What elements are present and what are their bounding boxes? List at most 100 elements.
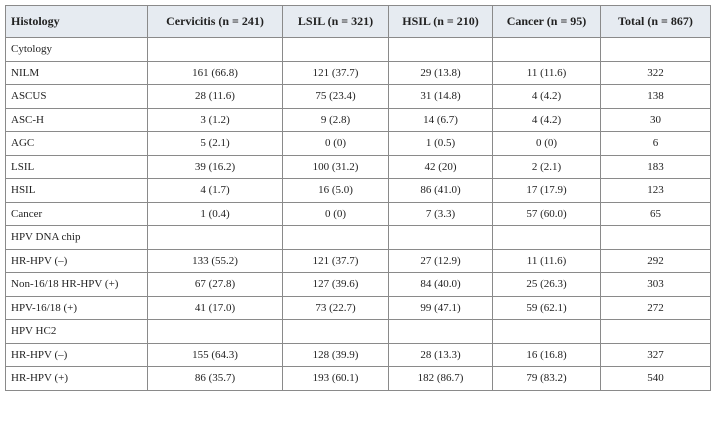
data-cell: 327	[600, 342, 711, 367]
data-cell: 59 (62.1)	[492, 295, 601, 320]
data-cell: 123	[600, 178, 711, 203]
data-row: HPV-16/18 (+) 41 (17.0) 73 (22.7) 99 (47.1)…	[5, 295, 711, 320]
data-cell: 27 (12.9)	[388, 248, 493, 273]
data-cell: 14 (6.7)	[388, 107, 493, 132]
data-cell: 161 (66.8)	[147, 60, 283, 85]
section-row: HPV DNA chip	[5, 225, 711, 250]
empty-cell	[282, 319, 389, 344]
data-cell: 322	[600, 60, 711, 85]
section-row: Cytology	[5, 37, 711, 62]
section-row: HPV HC2	[5, 319, 711, 344]
empty-cell	[492, 319, 601, 344]
data-cell: 79 (83.2)	[492, 366, 601, 391]
table-body: Cytology NILM 161 (66.8) 121 (37.7) 29 (13.8…	[5, 37, 711, 391]
row-label: Cytology	[5, 37, 148, 62]
row-label: HSIL	[5, 178, 148, 203]
data-cell: 3 (1.2)	[147, 107, 283, 132]
row-label: HR-HPV (–)	[5, 342, 148, 367]
data-cell: 193 (60.1)	[282, 366, 389, 391]
row-label: NILM	[5, 60, 148, 85]
empty-cell	[388, 37, 493, 62]
data-cell: 25 (26.3)	[492, 272, 601, 297]
data-cell: 86 (35.7)	[147, 366, 283, 391]
data-cell: 67 (27.8)	[147, 272, 283, 297]
empty-cell	[282, 37, 389, 62]
data-cell: 0 (0)	[282, 201, 389, 226]
data-cell: 540	[600, 366, 711, 391]
empty-cell	[600, 225, 711, 250]
row-label: LSIL	[5, 154, 148, 179]
data-cell: 11 (11.6)	[492, 60, 601, 85]
data-cell: 5 (2.1)	[147, 131, 283, 156]
data-cell: 28 (13.3)	[388, 342, 493, 367]
data-cell: 99 (47.1)	[388, 295, 493, 320]
data-cell: 183	[600, 154, 711, 179]
data-cell: 127 (39.6)	[282, 272, 389, 297]
data-cell: 9 (2.8)	[282, 107, 389, 132]
data-cell: 73 (22.7)	[282, 295, 389, 320]
data-cell: 128 (39.9)	[282, 342, 389, 367]
data-cell: 121 (37.7)	[282, 248, 389, 273]
data-cell: 182 (86.7)	[388, 366, 493, 391]
data-row: Non-16/18 HR-HPV (+) 67 (27.8) 127 (39.6) 8…	[5, 272, 711, 297]
empty-cell	[147, 37, 283, 62]
data-cell: 57 (60.0)	[492, 201, 601, 226]
data-row: ASC-H 3 (1.2) 9 (2.8) 14 (6.7) 4 (4.2) 30	[5, 107, 711, 132]
data-row: NILM 161 (66.8) 121 (37.7) 29 (13.8) 11 (11.…	[5, 60, 711, 85]
data-cell: 272	[600, 295, 711, 320]
data-cell: 29 (13.8)	[388, 60, 493, 85]
data-cell: 84 (40.0)	[388, 272, 493, 297]
data-cell: 17 (17.9)	[492, 178, 601, 203]
empty-cell	[147, 225, 283, 250]
data-cell: 39 (16.2)	[147, 154, 283, 179]
data-cell: 133 (55.2)	[147, 248, 283, 273]
header-row: Histology Cervicitis (n = 241) LSIL (n = 3…	[5, 5, 711, 38]
data-cell: 1 (0.4)	[147, 201, 283, 226]
row-label: Non-16/18 HR-HPV (+)	[5, 272, 148, 297]
data-cell: 31 (14.8)	[388, 84, 493, 109]
header-cell: HSIL (n = 210)	[388, 5, 493, 38]
data-cell: 100 (31.2)	[282, 154, 389, 179]
data-row: AGC 5 (2.1) 0 (0) 1 (0.5) 0 (0) 6	[5, 131, 711, 156]
data-cell: 86 (41.0)	[388, 178, 493, 203]
row-label: HR-HPV (–)	[5, 248, 148, 273]
row-label: HPV-16/18 (+)	[5, 295, 148, 320]
empty-cell	[600, 37, 711, 62]
data-row: HR-HPV (–) 155 (64.3) 128 (39.9) 28 (13.3) 1…	[5, 342, 711, 367]
data-cell: 4 (4.2)	[492, 107, 601, 132]
data-row: Cancer 1 (0.4) 0 (0) 7 (3.3) 57 (60.0) 65	[5, 201, 711, 226]
data-row: ASCUS 28 (11.6) 75 (23.4) 31 (14.8) 4 (4.2) 1…	[5, 84, 711, 109]
empty-cell	[147, 319, 283, 344]
data-row: HSIL 4 (1.7) 16 (5.0) 86 (41.0) 17 (17.9) 123	[5, 178, 711, 203]
data-cell: 65	[600, 201, 711, 226]
empty-cell	[388, 225, 493, 250]
data-cell: 11 (11.6)	[492, 248, 601, 273]
data-cell: 30	[600, 107, 711, 132]
data-cell: 28 (11.6)	[147, 84, 283, 109]
data-cell: 155 (64.3)	[147, 342, 283, 367]
row-label: HPV HC2	[5, 319, 148, 344]
row-label: HR-HPV (+)	[5, 366, 148, 391]
empty-cell	[282, 225, 389, 250]
data-cell: 2 (2.1)	[492, 154, 601, 179]
header-cell: Cervicitis (n = 241)	[147, 5, 283, 38]
data-cell: 7 (3.3)	[388, 201, 493, 226]
data-cell: 303	[600, 272, 711, 297]
data-cell: 16 (5.0)	[282, 178, 389, 203]
row-label: ASC-H	[5, 107, 148, 132]
data-cell: 6	[600, 131, 711, 156]
data-table: Histology Cervicitis (n = 241) LSIL (n = 3…	[5, 5, 711, 391]
header-cell: Total (n = 867)	[600, 5, 711, 38]
data-cell: 4 (1.7)	[147, 178, 283, 203]
data-cell: 0 (0)	[492, 131, 601, 156]
empty-cell	[600, 319, 711, 344]
data-cell: 121 (37.7)	[282, 60, 389, 85]
header-cell: Cancer (n = 95)	[492, 5, 601, 38]
empty-cell	[492, 37, 601, 62]
data-cell: 16 (16.8)	[492, 342, 601, 367]
header-cell: LSIL (n = 321)	[282, 5, 389, 38]
data-cell: 1 (0.5)	[388, 131, 493, 156]
data-cell: 0 (0)	[282, 131, 389, 156]
row-label: ASCUS	[5, 84, 148, 109]
data-row: HR-HPV (+) 86 (35.7) 193 (60.1) 182 (86.7) 7…	[5, 366, 711, 391]
